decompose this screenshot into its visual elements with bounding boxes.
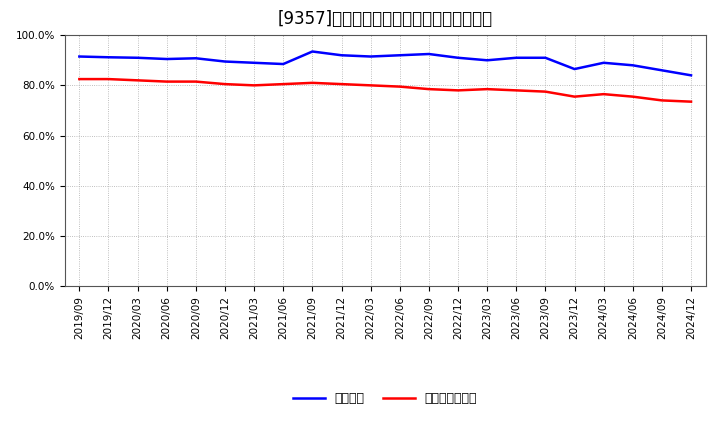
固定比率 bbox=[366, 54, 375, 59]
固定比率 bbox=[308, 49, 317, 54]
固定比率 bbox=[75, 54, 84, 59]
固定長期適合率 bbox=[163, 79, 171, 84]
固定比率 bbox=[454, 55, 462, 60]
固定長期適合率 bbox=[425, 87, 433, 92]
固定長期適合率 bbox=[454, 88, 462, 93]
固定長期適合率 bbox=[75, 77, 84, 82]
固定比率 bbox=[599, 60, 608, 66]
固定比率 bbox=[425, 51, 433, 57]
固定長期適合率 bbox=[337, 81, 346, 87]
固定長期適合率 bbox=[599, 92, 608, 97]
固定比率 bbox=[337, 53, 346, 58]
固定比率 bbox=[220, 59, 229, 64]
固定比率 bbox=[629, 62, 637, 68]
固定長期適合率 bbox=[308, 80, 317, 85]
Line: 固定比率: 固定比率 bbox=[79, 51, 691, 75]
固定比率 bbox=[483, 58, 492, 63]
Line: 固定長期適合率: 固定長期適合率 bbox=[79, 79, 691, 102]
固定比率 bbox=[133, 55, 142, 60]
固定長期適合率 bbox=[279, 81, 287, 87]
Legend: 固定比率, 固定長期適合率: 固定比率, 固定長期適合率 bbox=[288, 387, 482, 410]
固定長期適合率 bbox=[483, 87, 492, 92]
固定比率 bbox=[250, 60, 258, 66]
固定比率 bbox=[163, 56, 171, 62]
Title: [9357]　固定比率、固定長期適合率の推移: [9357] 固定比率、固定長期適合率の推移 bbox=[278, 10, 492, 28]
固定長期適合率 bbox=[541, 89, 550, 94]
固定長期適合率 bbox=[512, 88, 521, 93]
固定長期適合率 bbox=[629, 94, 637, 99]
固定比率 bbox=[104, 55, 113, 60]
固定比率 bbox=[512, 55, 521, 60]
固定比率 bbox=[395, 53, 404, 58]
固定比率 bbox=[657, 68, 666, 73]
固定比率 bbox=[192, 55, 200, 61]
固定比率 bbox=[279, 62, 287, 67]
固定長期適合率 bbox=[687, 99, 696, 104]
固定長期適合率 bbox=[395, 84, 404, 89]
固定比率 bbox=[541, 55, 550, 60]
固定長期適合率 bbox=[220, 81, 229, 87]
固定長期適合率 bbox=[250, 83, 258, 88]
固定長期適合率 bbox=[366, 83, 375, 88]
固定比率 bbox=[570, 66, 579, 72]
固定比率 bbox=[687, 73, 696, 78]
固定長期適合率 bbox=[104, 77, 113, 82]
固定長期適合率 bbox=[192, 79, 200, 84]
固定長期適合率 bbox=[657, 98, 666, 103]
固定長期適合率 bbox=[570, 94, 579, 99]
固定長期適合率 bbox=[133, 78, 142, 83]
